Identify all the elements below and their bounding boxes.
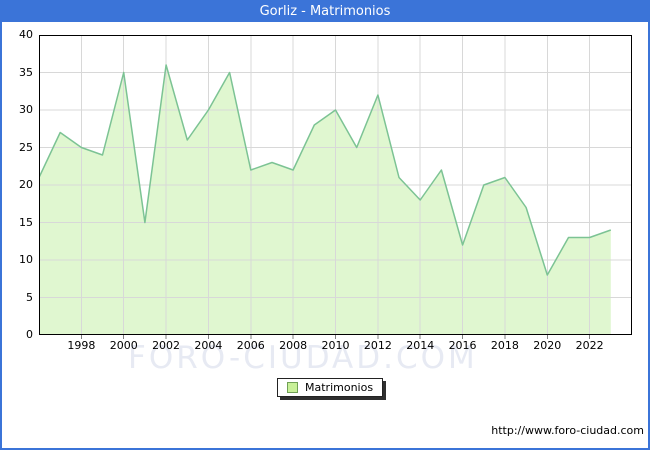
y-tick-label: 20	[19, 178, 33, 191]
x-tick-label: 1998	[67, 339, 96, 352]
y-tick-label: 0	[26, 328, 33, 341]
legend-label: Matrimonios	[305, 381, 374, 394]
x-tick-label: 2012	[363, 339, 392, 352]
x-tick-label: 2022	[575, 339, 604, 352]
y-tick-label: 10	[19, 253, 33, 266]
y-tick-label: 30	[19, 103, 33, 116]
x-tick-label: 2014	[406, 339, 435, 352]
y-tick-label: 40	[19, 28, 33, 41]
y-tick-label: 15	[19, 215, 33, 229]
x-tick-label: 2010	[321, 339, 350, 352]
x-tick-label: 2008	[279, 339, 308, 352]
matrimonios-line	[39, 64, 612, 276]
x-tick-label: 2000	[109, 339, 138, 352]
x-tick-label: 2020	[533, 339, 562, 352]
plot-area	[39, 35, 633, 341]
x-tick-label: 2016	[448, 339, 477, 352]
chart-title: Gorliz - Matrimonios	[259, 4, 391, 19]
y-tick-label: 5	[26, 290, 33, 304]
x-tick-label: 2006	[236, 339, 265, 352]
legend-swatch-matrimonios	[287, 382, 298, 393]
footer-url: http://www.foro-ciudad.com	[491, 424, 644, 437]
plot-border	[39, 35, 633, 336]
y-tick-label: 25	[19, 140, 33, 154]
y-tick-label: 35	[19, 65, 33, 79]
x-tick-label: 2002	[152, 339, 181, 352]
x-tick-label: 2018	[490, 339, 519, 352]
legend-box: Matrimonios	[277, 378, 384, 397]
chart-svg	[39, 35, 633, 339]
watermark-text: FORO-CIUDAD.COM	[128, 340, 478, 376]
title-bar: Gorliz - Matrimonios	[2, 2, 648, 22]
area-fill	[39, 65, 611, 335]
x-tick-label: 2004	[194, 339, 223, 352]
